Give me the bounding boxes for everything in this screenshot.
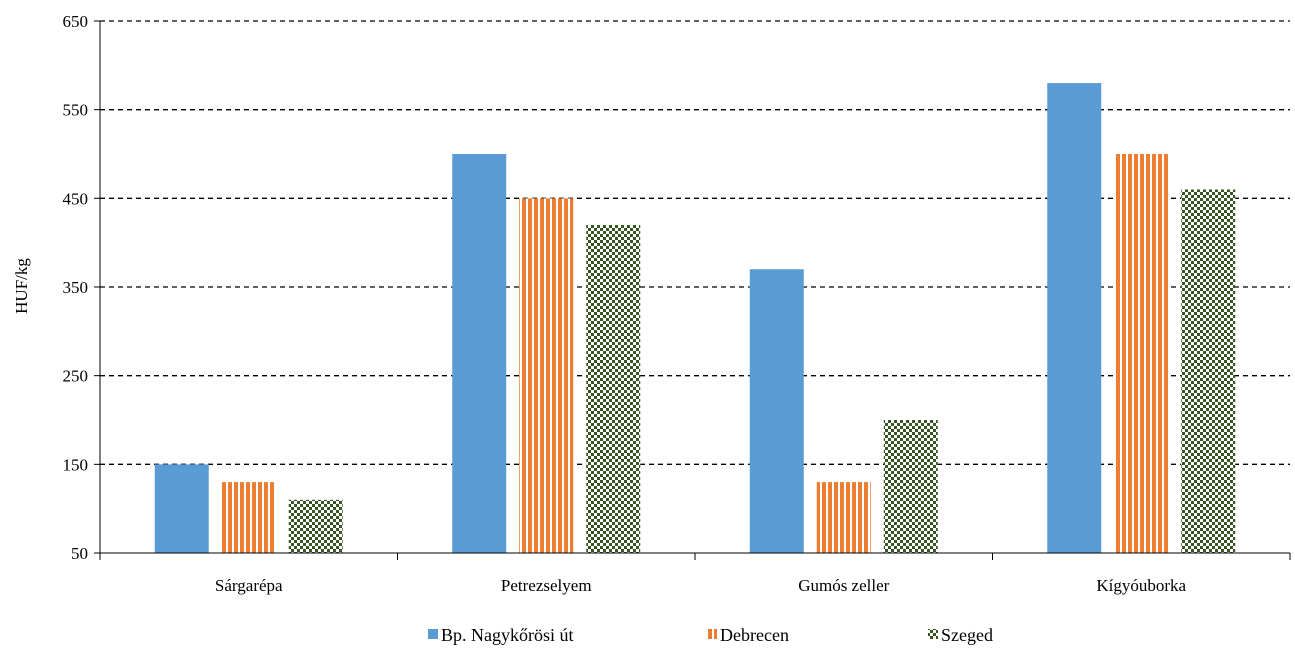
legend-swatch xyxy=(928,629,938,639)
y-tick-label: 350 xyxy=(63,278,89,297)
y-tick-label: 250 xyxy=(63,367,89,386)
legend-swatch xyxy=(707,629,717,639)
y-tick-label: 650 xyxy=(63,12,89,31)
bar xyxy=(1047,83,1102,554)
x-category-label: Gumós zeller xyxy=(798,576,889,595)
bar xyxy=(154,464,209,553)
bar xyxy=(883,420,938,553)
axes: 650 550 450 350 250 150 50 Sárgarépa Petrezselye… xyxy=(63,12,1291,595)
y-tick-label: 150 xyxy=(63,455,89,474)
legend-label: Debrecen xyxy=(720,625,789,645)
x-category-label: Sárgarépa xyxy=(215,576,283,595)
bar xyxy=(519,198,574,554)
bar xyxy=(816,482,871,553)
x-category-label: Kígyóuborka xyxy=(1096,576,1186,595)
y-axis-title: HUF/kg xyxy=(12,258,31,314)
bar xyxy=(452,154,507,553)
legend: Bp. Nagykőrösi út Debrecen Szeged xyxy=(428,625,993,645)
x-category-label: Petrezselyem xyxy=(501,576,592,595)
bars xyxy=(154,83,1236,554)
y-tick-label: 550 xyxy=(63,101,89,120)
legend-label: Szeged xyxy=(941,625,993,645)
bar xyxy=(1114,154,1169,553)
bar xyxy=(221,482,276,553)
legend-label: Bp. Nagykőrösi út xyxy=(441,625,574,645)
legend-swatch xyxy=(428,629,438,639)
bar xyxy=(1181,189,1236,553)
bar xyxy=(749,269,804,553)
gridlines xyxy=(100,20,1290,465)
y-tick-label: 450 xyxy=(63,189,89,208)
y-tick-label: 50 xyxy=(71,544,88,563)
bar xyxy=(288,499,343,553)
bar xyxy=(586,224,641,553)
